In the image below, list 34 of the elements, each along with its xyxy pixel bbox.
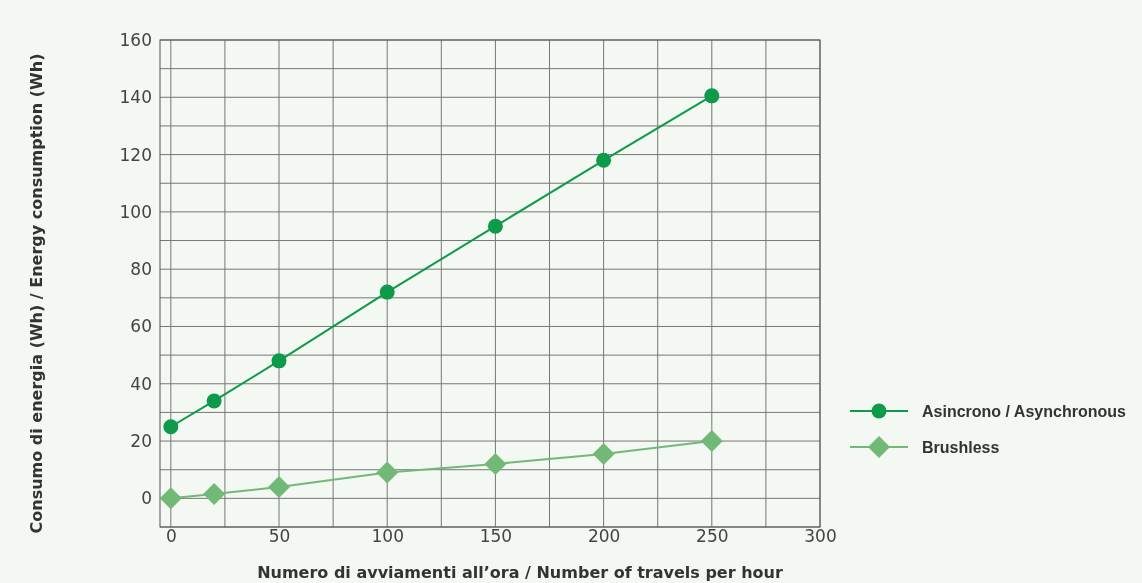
x-tick-label: 100 [371, 525, 404, 546]
x-tick-label: 150 [479, 525, 513, 546]
point [704, 88, 720, 104]
point [163, 419, 179, 435]
x-axis-title: Numero di avviamenti all’ora / Number of travels per hour [257, 563, 783, 582]
point [592, 442, 615, 465]
point [596, 152, 612, 168]
y-tick-label: 20 [130, 431, 152, 451]
point [271, 353, 287, 369]
point [487, 218, 503, 234]
x-tick-label: 300 [804, 525, 837, 546]
point [159, 487, 182, 510]
x-tick-label: 200 [587, 525, 621, 546]
y-tick-label: 0 [141, 488, 152, 509]
point [206, 393, 222, 409]
point [376, 461, 399, 484]
legend-label: Asincrono / Asynchronous [922, 403, 1126, 420]
y-tick-label: 160 [119, 29, 152, 50]
y-tick-label: 100 [119, 201, 152, 222]
y-tick-label: 120 [119, 144, 152, 165]
x-tick-label: 250 [696, 525, 729, 546]
x-tick-label: 50 [268, 525, 291, 546]
y-tick-label: 60 [130, 316, 152, 337]
point [700, 430, 723, 453]
point [484, 452, 507, 475]
y-tick-label: 140 [119, 87, 152, 108]
x-tick-label: 0 [165, 525, 177, 546]
point [203, 483, 226, 506]
y-tick-label: 80 [130, 259, 152, 280]
point [379, 284, 395, 300]
point [268, 475, 291, 498]
y-axis-title: Consumo di energia (Wh) / Energy consumption (Wh) [27, 53, 46, 534]
y-tick-label: 40 [130, 373, 152, 394]
legend-label: Brushless [922, 439, 1000, 456]
